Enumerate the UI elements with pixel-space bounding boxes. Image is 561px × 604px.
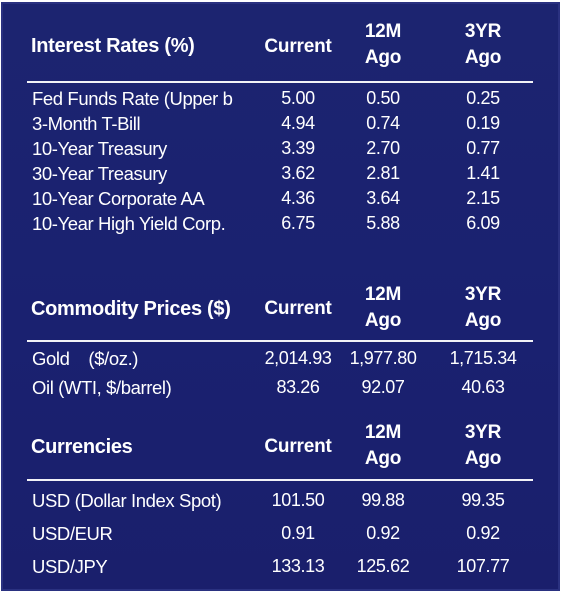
12m-ago-value: 99.88 xyxy=(361,490,405,510)
12m-ago-value: 2.81 xyxy=(366,163,400,183)
current-value: 4.36 xyxy=(281,188,315,208)
interest-rates-rows: Fed Funds Rate (Upper b 5.00 0.50 0.25 3… xyxy=(3,86,558,236)
12m-header-line2: Ago xyxy=(364,47,402,68)
table-row: Fed Funds Rate (Upper b 5.00 0.50 0.25 xyxy=(3,86,558,111)
3yr-ago-value: 0.92 xyxy=(466,523,500,543)
12m-header-line2: Ago xyxy=(364,310,402,331)
12m-ago-value: 92.07 xyxy=(361,377,405,397)
table-row: Gold ($/oz.) 2,014.93 1,977.80 1,715.34 xyxy=(3,344,558,373)
3yr-ago-value: 1.41 xyxy=(466,163,500,183)
table-row: 3-Month T-Bill 4.94 0.74 0.19 xyxy=(3,111,558,136)
row-label: 10-Year Corporate AA xyxy=(32,188,205,209)
3yr-header-line1: 3YR xyxy=(464,21,502,42)
current-column-header: Current xyxy=(264,36,332,57)
currencies-divider xyxy=(27,479,533,481)
3yr-header-line1: 3YR xyxy=(464,284,502,305)
3yr-ago-column-header: 3YR Ago xyxy=(428,19,538,71)
market-data-panel: Interest Rates (%) Current 12M Ago 3YR A… xyxy=(3,4,558,589)
3yr-ago-value: 0.25 xyxy=(466,88,500,108)
currencies-section: Currencies Current 12M Ago 3YR Ago USD (… xyxy=(3,414,558,577)
3yr-header-line1: 3YR xyxy=(464,422,502,443)
12m-ago-value: 0.92 xyxy=(366,523,400,543)
currencies-rows: USD (Dollar Index Spot) 101.50 99.88 99.… xyxy=(3,484,558,583)
12m-ago-value: 1,977.80 xyxy=(349,348,417,368)
3yr-ago-value: 107.77 xyxy=(456,556,510,576)
12m-ago-column-header: 12M Ago xyxy=(338,282,428,334)
commodity-prices-title: Commodity Prices ($) xyxy=(31,298,231,320)
interest-rates-title: Interest Rates (%) xyxy=(31,35,195,57)
current-value: 6.75 xyxy=(281,213,315,233)
current-column-header: Current xyxy=(264,298,332,319)
3yr-ago-value: 2.15 xyxy=(466,188,500,208)
table-row: USD/EUR 0.91 0.92 0.92 xyxy=(3,517,558,550)
3yr-ago-value: 0.77 xyxy=(466,138,500,158)
12m-ago-value: 3.64 xyxy=(366,188,400,208)
12m-ago-value: 5.88 xyxy=(366,213,400,233)
3yr-header-line2: Ago xyxy=(464,448,502,469)
3yr-header-line2: Ago xyxy=(464,47,502,68)
commodity-prices-divider xyxy=(27,340,533,342)
12m-ago-value: 2.70 xyxy=(366,138,400,158)
12m-ago-column-header: 12M Ago xyxy=(338,420,428,472)
current-value: 3.62 xyxy=(281,163,315,183)
commodity-prices-section: Commodity Prices ($) Current 12M Ago 3YR… xyxy=(3,276,558,398)
row-label: USD/EUR xyxy=(32,523,113,544)
row-label: USD (Dollar Index Spot) xyxy=(32,490,222,511)
row-label: USD/JPY xyxy=(32,556,108,577)
current-value: 133.13 xyxy=(271,556,325,576)
row-label: 10-Year High Yield Corp. xyxy=(32,213,226,234)
current-value: 0.91 xyxy=(281,523,315,543)
12m-ago-column-header: 12M Ago xyxy=(338,19,428,71)
current-value: 101.50 xyxy=(271,490,325,510)
interest-rates-divider xyxy=(27,81,533,83)
current-value: 2,014.93 xyxy=(264,348,332,368)
table-row: 10-Year High Yield Corp. 6.75 5.88 6.09 xyxy=(3,211,558,236)
3yr-ago-column-header: 3YR Ago xyxy=(428,282,538,334)
commodity-prices-header: Commodity Prices ($) Current 12M Ago 3YR… xyxy=(3,276,558,346)
3yr-ago-column-header: 3YR Ago xyxy=(428,420,538,472)
3yr-ago-value: 1,715.34 xyxy=(449,348,517,368)
current-column-header: Current xyxy=(264,436,332,457)
current-value: 4.94 xyxy=(281,113,315,133)
12m-ago-value: 0.50 xyxy=(366,88,400,108)
table-row: Oil (WTI, $/barrel) 83.26 92.07 40.63 xyxy=(3,373,558,402)
row-label: 10-Year Treasury xyxy=(32,138,167,159)
commodity-prices-rows: Gold ($/oz.) 2,014.93 1,977.80 1,715.34 … xyxy=(3,344,558,402)
currencies-header: Currencies Current 12M Ago 3YR Ago xyxy=(3,414,558,484)
table-row: USD (Dollar Index Spot) 101.50 99.88 99.… xyxy=(3,484,558,517)
12m-header-line2: Ago xyxy=(364,448,402,469)
row-label: 3-Month T-Bill xyxy=(32,113,141,134)
3yr-ago-value: 6.09 xyxy=(466,213,500,233)
table-row: 30-Year Treasury 3.62 2.81 1.41 xyxy=(3,161,558,186)
12m-header-line1: 12M xyxy=(364,21,402,42)
3yr-ago-value: 40.63 xyxy=(461,377,505,397)
12m-ago-value: 125.62 xyxy=(356,556,410,576)
3yr-ago-value: 99.35 xyxy=(461,490,505,510)
3yr-ago-value: 0.19 xyxy=(466,113,500,133)
table-row: USD/JPY 133.13 125.62 107.77 xyxy=(3,550,558,583)
table-row: 10-Year Corporate AA 4.36 3.64 2.15 xyxy=(3,186,558,211)
table-row: 10-Year Treasury 3.39 2.70 0.77 xyxy=(3,136,558,161)
current-value: 5.00 xyxy=(281,88,315,108)
interest-rates-section: Interest Rates (%) Current 12M Ago 3YR A… xyxy=(3,4,558,234)
row-label: Fed Funds Rate (Upper b xyxy=(32,88,233,109)
12m-header-line1: 12M xyxy=(364,422,402,443)
currencies-title: Currencies xyxy=(31,436,133,458)
row-label: Oil (WTI, $/barrel) xyxy=(32,377,172,398)
interest-rates-header: Interest Rates (%) Current 12M Ago 3YR A… xyxy=(3,4,558,74)
current-value: 3.39 xyxy=(281,138,315,158)
12m-ago-value: 0.74 xyxy=(366,113,400,133)
3yr-header-line2: Ago xyxy=(464,310,502,331)
12m-header-line1: 12M xyxy=(364,284,402,305)
row-label: 30-Year Treasury xyxy=(32,163,167,184)
current-value: 83.26 xyxy=(276,377,320,397)
row-label: Gold ($/oz.) xyxy=(32,348,139,369)
